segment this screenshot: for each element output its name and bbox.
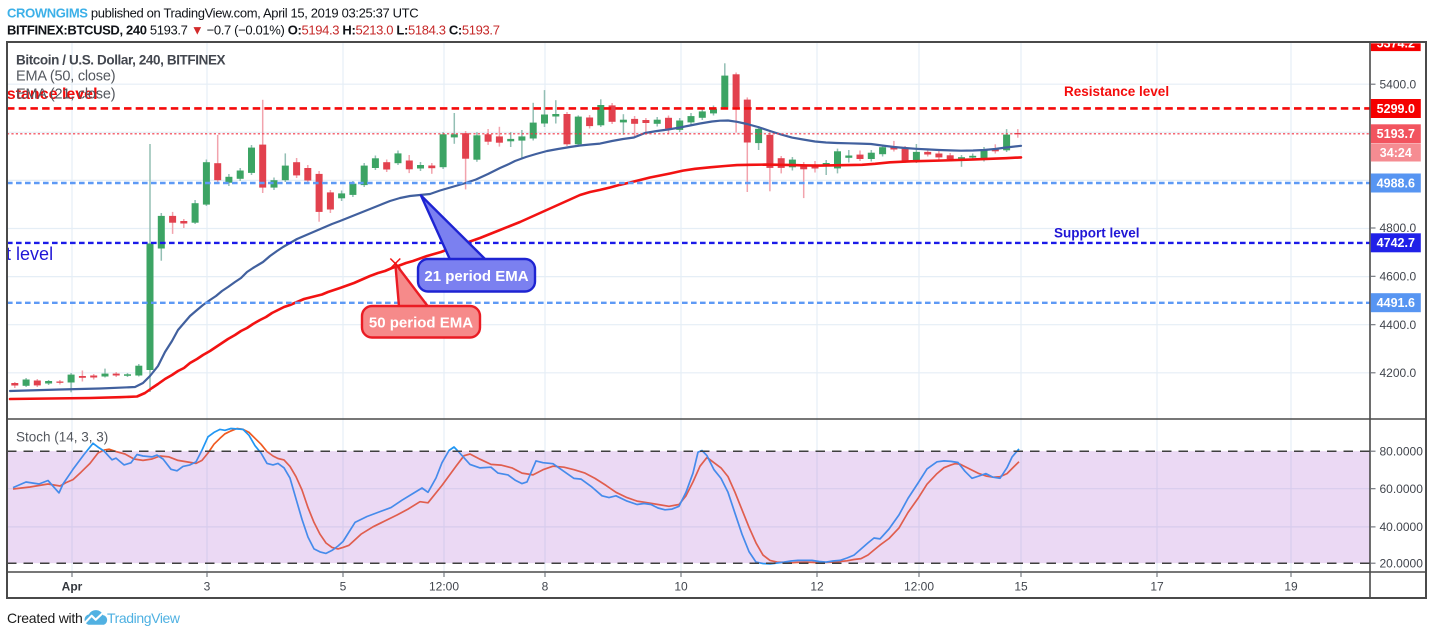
- svg-text:Bitcoin / U.S. Dollar, 240, BI: Bitcoin / U.S. Dollar, 240, BITFINEX: [16, 53, 226, 68]
- svg-text:4600.0: 4600.0: [1380, 270, 1417, 284]
- svg-text:17: 17: [1150, 580, 1164, 594]
- svg-text:80.0000: 80.0000: [1380, 444, 1424, 458]
- svg-text:5: 5: [340, 580, 347, 594]
- svg-text:5374.2: 5374.2: [1377, 37, 1415, 51]
- svg-text:12: 12: [810, 580, 824, 594]
- svg-text:5193.7: 5193.7: [1377, 127, 1415, 141]
- svg-text:Support level: Support level: [1054, 226, 1140, 241]
- svg-text:BITFINEX:BTCUSD, 240 5193.7 ▼: BITFINEX:BTCUSD, 240 5193.7 ▼ −0.7 (−0.0…: [7, 23, 500, 38]
- svg-text:Apr: Apr: [62, 580, 83, 594]
- svg-text:4800.0: 4800.0: [1380, 221, 1417, 235]
- svg-text:12:00: 12:00: [429, 580, 459, 594]
- svg-text:4400.0: 4400.0: [1380, 318, 1417, 332]
- svg-text:4742.7: 4742.7: [1377, 236, 1415, 250]
- svg-text:50 period EMA: 50 period EMA: [369, 315, 473, 332]
- svg-text:EMA (21, close): EMA (21, close): [16, 87, 115, 103]
- svg-text:Resistance level: Resistance level: [1064, 84, 1169, 99]
- svg-text:5400.0: 5400.0: [1380, 77, 1417, 91]
- svg-text:5299.0: 5299.0: [1377, 102, 1415, 116]
- svg-text:8: 8: [542, 580, 549, 594]
- svg-text:TradingView: TradingView: [107, 610, 181, 626]
- svg-text:Stoch (14, 3, 3): Stoch (14, 3, 3): [16, 430, 108, 445]
- svg-text:4200.0: 4200.0: [1380, 366, 1417, 380]
- svg-text:40.0000: 40.0000: [1380, 520, 1424, 534]
- svg-text:60.0000: 60.0000: [1380, 482, 1424, 496]
- svg-text:20.0000: 20.0000: [1380, 556, 1424, 570]
- svg-text:34:24: 34:24: [1380, 146, 1412, 160]
- svg-text:19: 19: [1284, 580, 1298, 594]
- svg-text:3: 3: [204, 580, 211, 594]
- svg-text:Support level: Support level: [0, 244, 53, 264]
- svg-text:21 period EMA: 21 period EMA: [424, 268, 528, 285]
- svg-text:4988.6: 4988.6: [1377, 176, 1415, 190]
- svg-text:12:00: 12:00: [904, 580, 934, 594]
- svg-text:Created with: Created with: [7, 610, 83, 626]
- svg-text:Resistance level: Resistance level: [0, 86, 98, 103]
- svg-text:EMA (50, close): EMA (50, close): [16, 69, 115, 85]
- svg-text:15: 15: [1014, 580, 1028, 594]
- svg-text:4491.6: 4491.6: [1377, 296, 1415, 310]
- svg-text:10: 10: [674, 580, 688, 594]
- svg-text:CROWNGIMS published on Trading: CROWNGIMS published on TradingView.com, …: [7, 6, 418, 21]
